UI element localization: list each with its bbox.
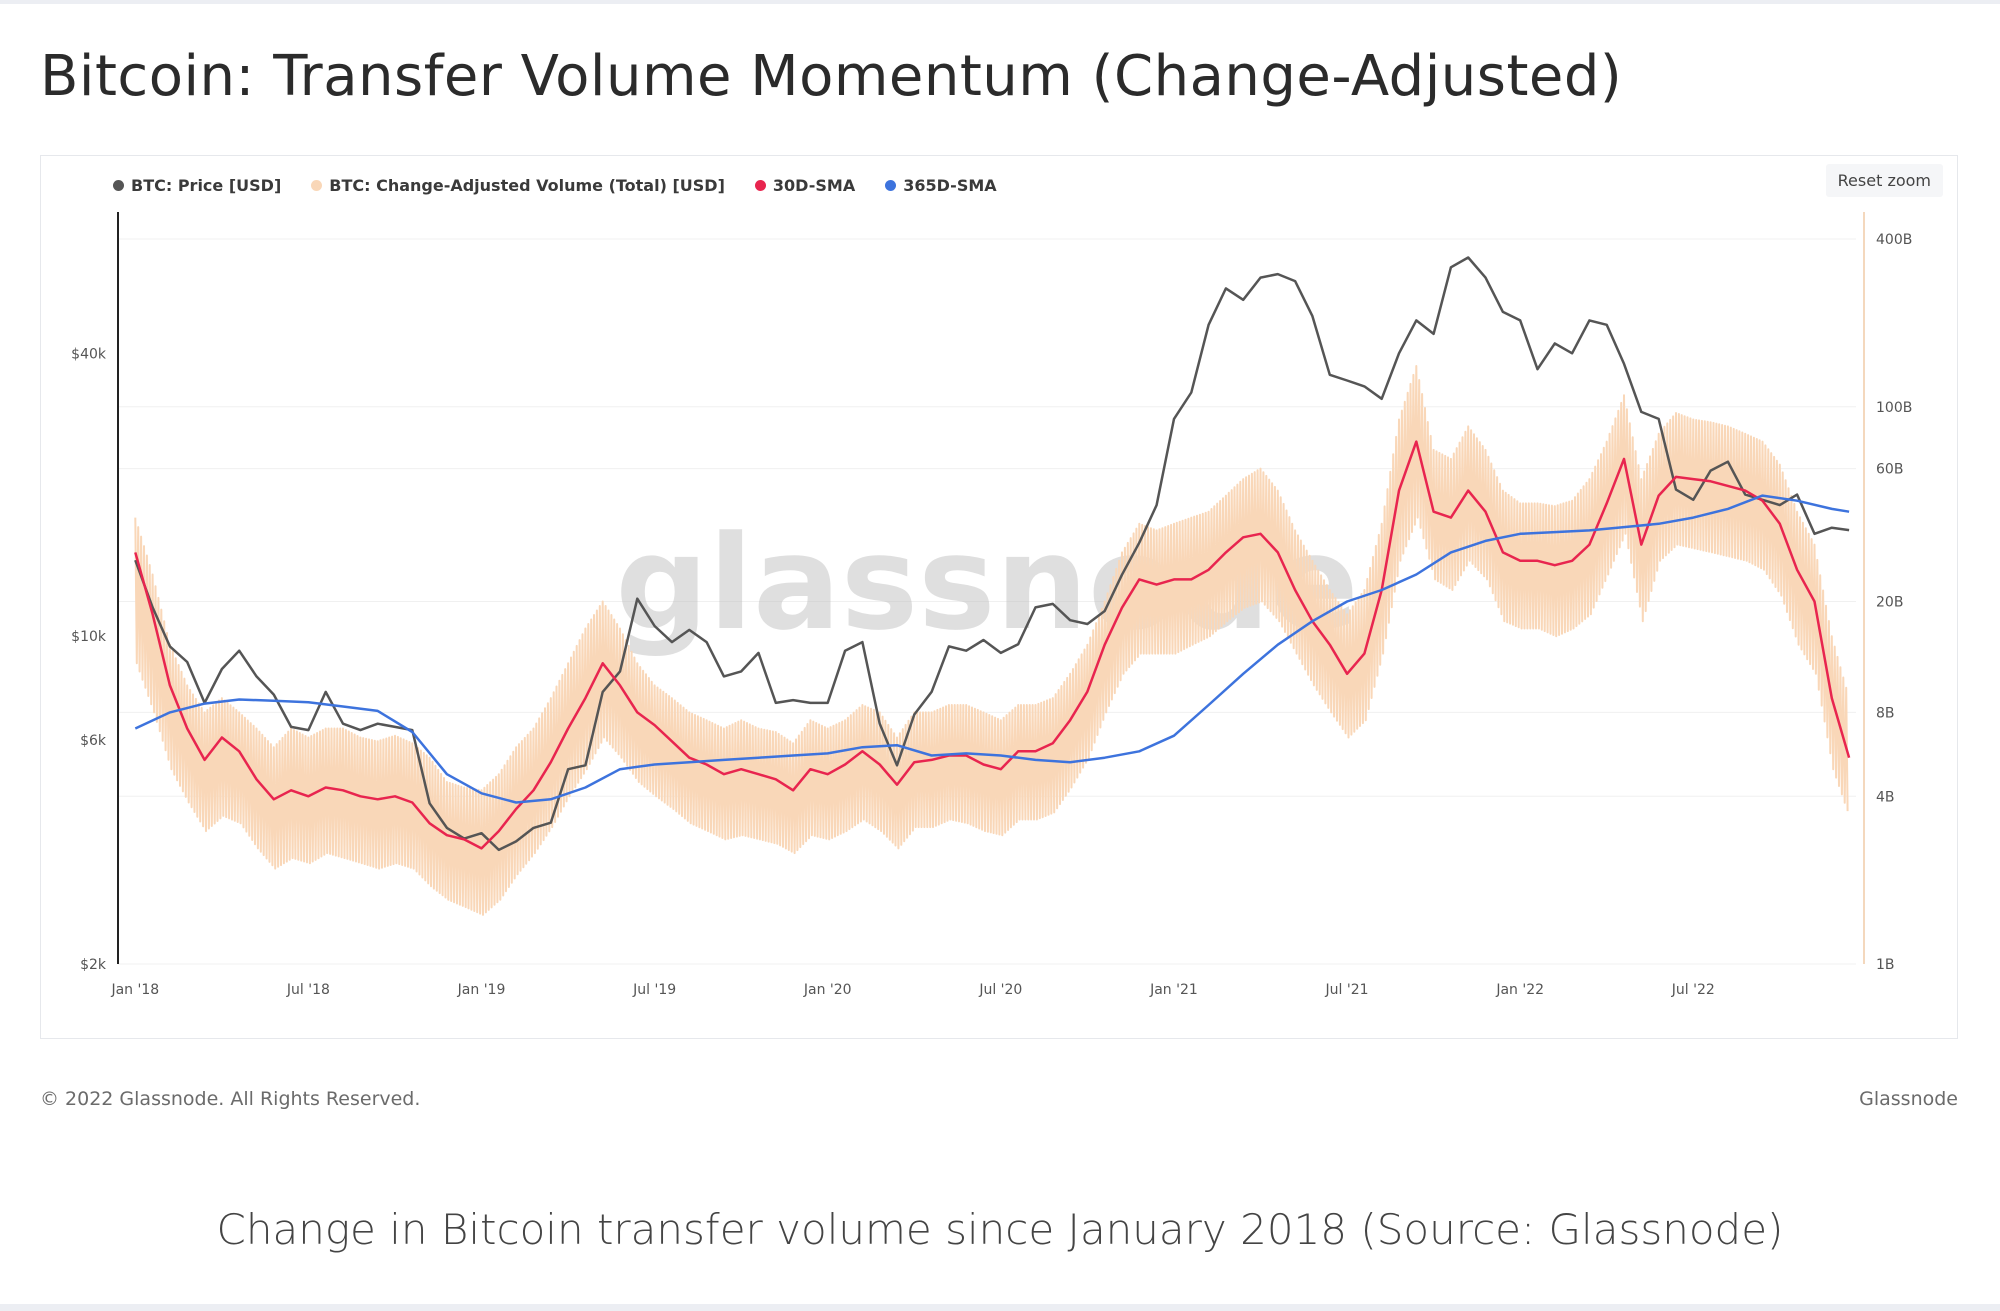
legend-dot-volume <box>311 180 323 191</box>
y-tick-left: $2k <box>80 957 107 973</box>
bottom-rule <box>0 1304 2000 1311</box>
chart-plot[interactable]: glassnode$2k$6k$10k$40k1B4B8B20B60B100B4… <box>41 156 1957 1038</box>
series-365d-sma-line <box>134 494 1850 804</box>
series-volume-line <box>134 365 1849 916</box>
reset-zoom-button[interactable]: Reset zoom <box>1825 164 1943 197</box>
x-tick: Jul '18 <box>286 982 330 998</box>
series-price-line <box>134 256 1850 852</box>
y-tick-right: 4B <box>1876 789 1895 805</box>
legend-dot-price <box>113 180 124 191</box>
y-tick-left: $10k <box>71 629 107 645</box>
series-30d-sma-line <box>134 440 1851 850</box>
legend-dot-365d-sma <box>885 180 897 191</box>
chart-card: BTC: Price [USD] BTC: Change-Adjusted Vo… <box>40 155 1958 1039</box>
x-tick: Jan '22 <box>1495 982 1544 998</box>
y-tick-right: 400B <box>1876 232 1912 248</box>
x-tick: Jul '21 <box>1325 982 1369 998</box>
legend-item-30d-sma[interactable]: 30D-SMA <box>754 176 856 195</box>
y-tick-left: $6k <box>80 733 107 749</box>
footer-brand: Glassnode <box>1859 1088 1958 1110</box>
x-tick: Jan '20 <box>803 982 852 998</box>
y-tick-right: 100B <box>1876 400 1912 416</box>
legend-label-price: BTC: Price [USD] <box>131 176 282 195</box>
x-tick: Jan '18 <box>110 982 159 998</box>
y-tick-right: 60B <box>1876 462 1903 478</box>
y-tick-right: 8B <box>1876 705 1895 721</box>
page-title: Bitcoin: Transfer Volume Momentum (Chang… <box>40 44 1623 109</box>
legend-item-price[interactable]: BTC: Price [USD] <box>113 176 281 195</box>
copyright-text: © 2022 Glassnode. All Rights Reserved. <box>40 1088 421 1110</box>
x-tick: Jul '22 <box>1671 982 1715 998</box>
legend-label-365d-sma: 365D-SMA <box>903 176 997 195</box>
legend-label-30d-sma: 30D-SMA <box>772 176 856 195</box>
figure-caption: Change in Bitcoin transfer volume since … <box>216 1205 1784 1254</box>
x-tick: Jul '20 <box>978 982 1022 998</box>
y-tick-right: 20B <box>1876 595 1903 611</box>
top-rule <box>0 0 2000 4</box>
legend-item-volume[interactable]: BTC: Change-Adjusted Volume (Total) [USD… <box>311 176 725 195</box>
x-tick: Jan '21 <box>1149 982 1198 998</box>
x-tick: Jul '19 <box>632 982 676 998</box>
y-tick-right: 1B <box>1876 957 1895 973</box>
chart-legend: BTC: Price [USD] BTC: Change-Adjusted Vo… <box>113 176 997 195</box>
y-tick-left: $40k <box>71 346 107 362</box>
legend-item-365d-sma[interactable]: 365D-SMA <box>885 176 997 195</box>
legend-dot-30d-sma <box>754 180 766 191</box>
x-tick: Jan '19 <box>457 982 506 998</box>
legend-label-volume: BTC: Change-Adjusted Volume (Total) [USD… <box>329 176 725 195</box>
